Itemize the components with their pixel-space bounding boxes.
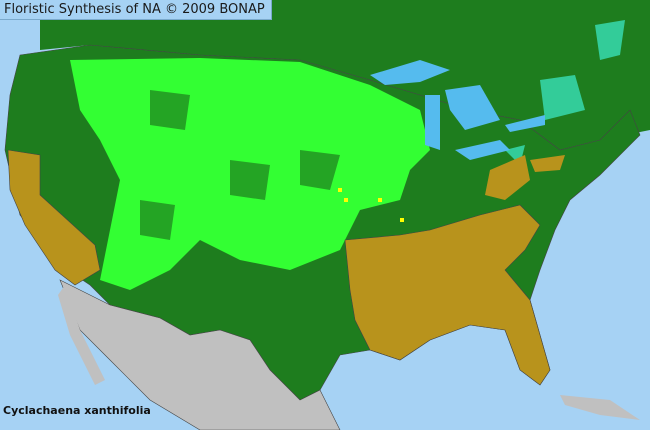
- mexico-region: [59, 279, 341, 430]
- map-title: Floristic Synthesis of NA © 2009 BONAP: [0, 0, 272, 20]
- cuba-region: [560, 395, 640, 420]
- southeast-absent: [344, 204, 551, 386]
- rare-counties: [338, 188, 404, 222]
- west-virginia-absent: [485, 155, 530, 200]
- great-lakes: [370, 60, 545, 160]
- baja: [58, 285, 105, 385]
- maryland-absent: [530, 155, 565, 172]
- california-absent: [7, 149, 101, 286]
- species-label: Cyclachaena xanthifolia: [3, 404, 151, 417]
- canada-region: [40, 0, 650, 150]
- teal-region: [505, 20, 625, 165]
- present-patches: [140, 90, 340, 240]
